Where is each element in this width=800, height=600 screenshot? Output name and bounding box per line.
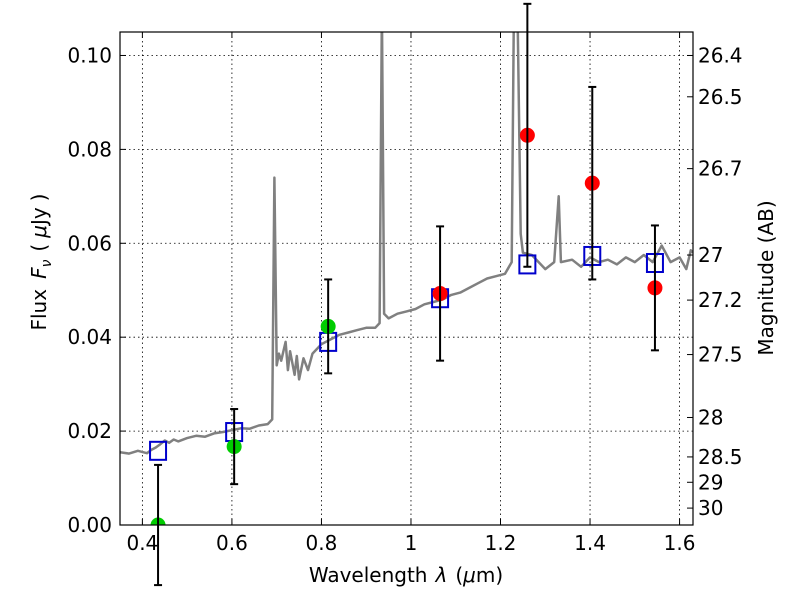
mag-tick-label: 27 bbox=[698, 243, 723, 267]
plot-area bbox=[120, 32, 693, 525]
plot-frame bbox=[119, 31, 694, 526]
x-tick-label: 1.2 bbox=[485, 531, 517, 555]
mag-tick-label: 27.5 bbox=[698, 343, 743, 367]
mag-tick-label: 26.5 bbox=[698, 85, 743, 109]
x-tick-label: 1.4 bbox=[574, 531, 606, 555]
y-tick-label: 0.08 bbox=[67, 137, 112, 161]
x-axis-label: Wavelength λ (μm) bbox=[309, 563, 503, 587]
x-tick-label: 0.8 bbox=[306, 531, 338, 555]
mag-tick-label: 28 bbox=[698, 405, 723, 429]
mag-tick-label: 27.2 bbox=[698, 288, 743, 312]
mag-tick-label: 26.7 bbox=[698, 157, 743, 181]
mag-tick-label: 28.5 bbox=[698, 445, 743, 469]
error-bars bbox=[154, 2, 659, 587]
x-tick-label: 1.6 bbox=[664, 531, 696, 555]
x-tick-label: 1 bbox=[405, 531, 418, 555]
x-tick-label: 0.4 bbox=[126, 531, 158, 555]
y-axis-label: FluxFν(μJy) bbox=[27, 193, 55, 330]
ticks: 0.4 0.6 0.8 1 1.2 1.4 1.6 0.00 0.02 0.04 0.06 0.08 0… bbox=[67, 32, 743, 555]
y-tick-label: 0.06 bbox=[67, 231, 112, 255]
mag-tick-label: 29 bbox=[698, 470, 723, 494]
model-photometry-square bbox=[149, 440, 168, 461]
mag-tick-label: 26.4 bbox=[698, 43, 743, 67]
y-axis-right-label: Magnitude (AB) bbox=[754, 200, 778, 355]
y-tick-label: 0.02 bbox=[67, 419, 112, 443]
y-tick-label: 0.10 bbox=[67, 43, 112, 67]
mag-tick-label: 30 bbox=[698, 496, 723, 520]
x-tick-label: 0.6 bbox=[216, 531, 248, 555]
y-tick-label: 0.00 bbox=[67, 513, 112, 537]
spectrum-line bbox=[120, 32, 693, 455]
y-tick-label: 0.04 bbox=[67, 325, 112, 349]
grid bbox=[120, 32, 693, 526]
